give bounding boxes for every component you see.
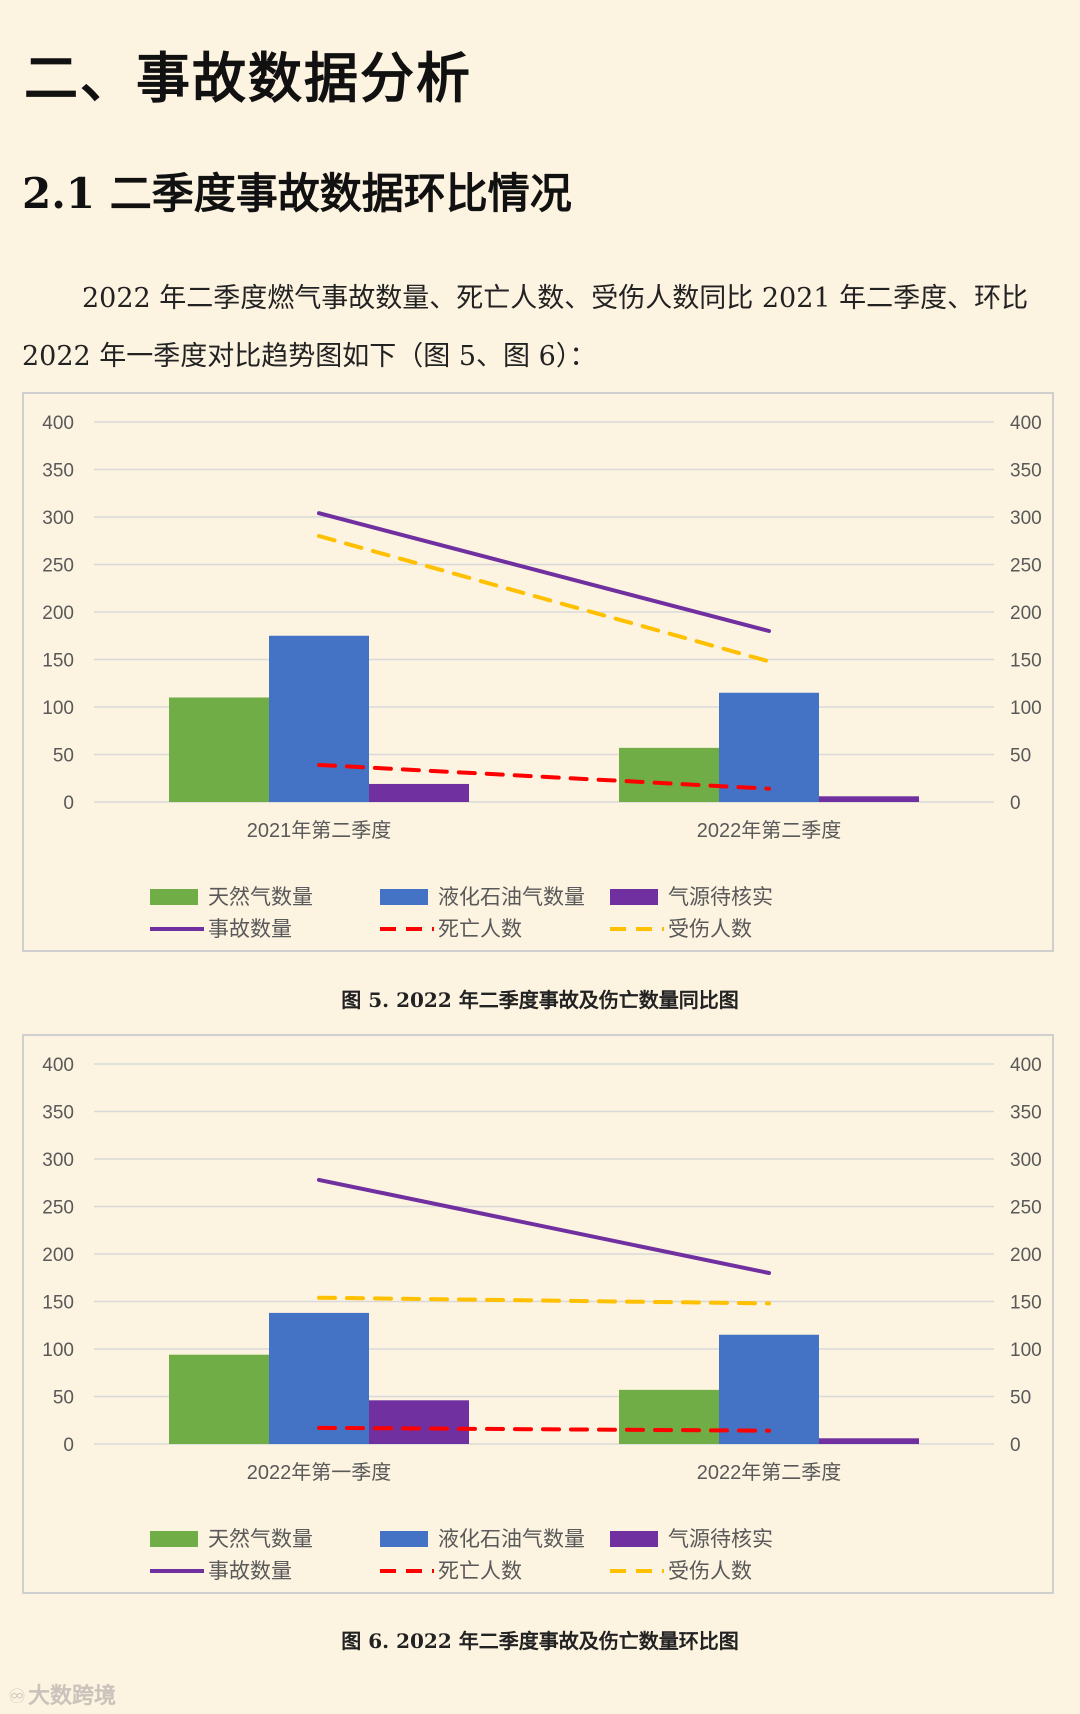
figure-5-caption: 图 5. 2022 年二季度事故及伤亡数量同比图 xyxy=(341,988,739,1012)
chart-yoy: 0 0 50 50 100 100 150 150 200 200 250 250 300 300 350 3… xyxy=(22,392,1054,952)
y-tick-label: 250 xyxy=(42,1198,74,1219)
y-tick-label: 400 xyxy=(42,413,74,434)
bar-液化石油气数量 xyxy=(269,1312,369,1444)
line-死亡人数 xyxy=(317,1425,771,1433)
chart-yoy-svg: 0 0 50 50 100 100 150 150 200 200 250 250 300 300 350 3… xyxy=(42,413,1042,941)
bar-天然气数量 xyxy=(169,697,269,802)
bar-气源待核实 xyxy=(369,783,469,802)
y2-tick-label: 50 xyxy=(1010,746,1031,767)
y2-tick-label: 250 xyxy=(1010,1198,1042,1219)
legend-label: 受伤人数 xyxy=(668,918,752,941)
y-tick-label: 150 xyxy=(42,1293,74,1314)
y2-tick-label: 50 xyxy=(1010,1388,1031,1409)
figure-6-caption: 图 6. 2022 年二季度事故及伤亡数量环比图 xyxy=(341,1629,739,1653)
bar-天然气数量 xyxy=(619,747,719,802)
legend-label: 天然气数量 xyxy=(208,886,313,909)
legend-label: 死亡人数 xyxy=(438,918,522,941)
line-事故数量 xyxy=(317,1177,771,1275)
legend-swatch xyxy=(380,1531,428,1547)
legend-label: 天然气数量 xyxy=(208,1528,313,1551)
line-死亡人数 xyxy=(317,762,771,791)
legend-swatch xyxy=(150,1531,198,1547)
y-tick-label: 300 xyxy=(42,508,74,529)
y-tick-label: 0 xyxy=(63,793,74,814)
y-tick-label: 50 xyxy=(53,1388,74,1409)
y-tick-label: 250 xyxy=(42,556,74,577)
legend-label: 受伤人数 xyxy=(668,1560,752,1583)
y-tick-label: 350 xyxy=(42,1103,74,1124)
bar-天然气数量 xyxy=(619,1389,719,1444)
bar-液化石油气数量 xyxy=(719,692,819,802)
legend-label: 事故数量 xyxy=(208,1560,292,1583)
watermark-text: 大数跨境 xyxy=(27,1684,116,1709)
legend-label: 液化石油气数量 xyxy=(438,886,585,909)
y-tick-label: 200 xyxy=(42,1245,74,1266)
legend-swatch xyxy=(610,1531,658,1547)
x-category-label: 2022年第二季度 xyxy=(697,819,842,842)
logo-icon: ♾ xyxy=(8,1684,26,1708)
y-tick-label: 100 xyxy=(42,698,74,719)
chart-qoq-svg: 0 0 50 50 100 100 150 150 200 200 250 250 300 300 350 3… xyxy=(42,1055,1042,1583)
y-tick-label: 100 xyxy=(42,1340,74,1361)
y2-tick-label: 0 xyxy=(1010,1435,1021,1456)
line-受伤人数 xyxy=(317,1295,771,1306)
y2-tick-label: 350 xyxy=(1010,1103,1042,1124)
y2-tick-label: 150 xyxy=(1010,1293,1042,1314)
watermark: ♾大数跨境 xyxy=(8,1678,116,1710)
bar-液化石油气数量 xyxy=(269,635,369,802)
page-heading: 二、事故数据分析 xyxy=(24,47,472,110)
legend-label: 气源待核实 xyxy=(668,1528,773,1551)
x-category-label: 2022年第二季度 xyxy=(697,1461,842,1484)
line-事故数量 xyxy=(317,511,771,633)
bar-气源待核实 xyxy=(369,1400,469,1444)
section-heading: 2.1 二季度事故数据环比情况 xyxy=(22,169,572,218)
legend-label: 液化石油气数量 xyxy=(438,1528,585,1551)
y2-tick-label: 150 xyxy=(1010,651,1042,672)
y-tick-label: 300 xyxy=(42,1150,74,1171)
y-tick-label: 0 xyxy=(63,1435,74,1456)
x-category-label: 2021年第二季度 xyxy=(247,819,392,842)
y-tick-label: 400 xyxy=(42,1055,74,1076)
legend-swatch xyxy=(150,889,198,905)
bar-气源待核实 xyxy=(819,1438,919,1444)
x-category-label: 2022年第一季度 xyxy=(247,1461,392,1484)
legend-swatch xyxy=(380,889,428,905)
y2-tick-label: 200 xyxy=(1010,1245,1042,1266)
intro-paragraph: 2022 年二季度燃气事故数量、死亡人数、受伤人数同比 2021 年二季度、环比… xyxy=(22,283,1029,372)
y2-tick-label: 300 xyxy=(1010,508,1042,529)
line-受伤人数 xyxy=(317,534,771,664)
y-tick-label: 200 xyxy=(42,603,74,624)
y2-tick-label: 250 xyxy=(1010,556,1042,577)
bar-液化石油气数量 xyxy=(719,1334,819,1444)
y-tick-label: 50 xyxy=(53,746,74,767)
y2-tick-label: 400 xyxy=(1010,1055,1042,1076)
y-tick-label: 350 xyxy=(42,461,74,482)
legend-label: 事故数量 xyxy=(208,918,292,941)
y2-tick-label: 300 xyxy=(1010,1150,1042,1171)
bar-天然气数量 xyxy=(169,1354,269,1444)
legend-label: 气源待核实 xyxy=(668,886,773,909)
bar-气源待核实 xyxy=(819,796,919,802)
legend-label: 死亡人数 xyxy=(438,1560,522,1583)
y-tick-label: 150 xyxy=(42,651,74,672)
chart-qoq: 0 0 50 50 100 100 150 150 200 200 250 250 300 300 350 3… xyxy=(22,1034,1054,1594)
legend-swatch xyxy=(610,889,658,905)
y2-tick-label: 100 xyxy=(1010,1340,1042,1361)
y2-tick-label: 100 xyxy=(1010,698,1042,719)
y2-tick-label: 400 xyxy=(1010,413,1042,434)
y2-tick-label: 200 xyxy=(1010,603,1042,624)
y2-tick-label: 350 xyxy=(1010,461,1042,482)
y2-tick-label: 0 xyxy=(1010,793,1021,814)
